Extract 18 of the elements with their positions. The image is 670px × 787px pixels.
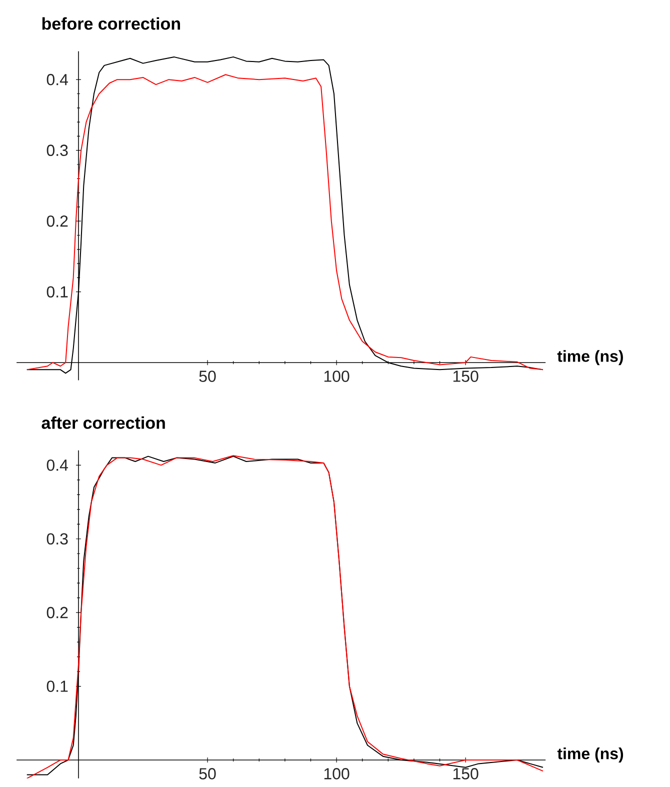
y-tick-label: 0.1 <box>46 286 68 298</box>
x-tick-label: 100 <box>324 370 350 382</box>
y-tick-label: 0.2 <box>46 215 68 227</box>
y-tick-label: 0.4 <box>46 460 68 471</box>
chart-title: after correction <box>42 416 165 429</box>
x-tick-label: 50 <box>199 768 216 780</box>
x-tick-label: 50 <box>199 370 216 382</box>
x-tick-label: 150 <box>453 370 478 382</box>
y-tick-label: 0.1 <box>46 680 68 692</box>
x-tick-label: 100 <box>324 768 350 780</box>
chart-title: before correction <box>42 17 180 30</box>
y-tick-label: 0.3 <box>46 533 68 545</box>
x-axis-title: time (ns) <box>557 350 623 366</box>
x-tick-label: 150 <box>453 768 478 780</box>
y-tick-label: 0.4 <box>46 74 68 86</box>
x-axis-title: time (ns) <box>557 748 624 762</box>
y-tick-label: 0.2 <box>46 606 68 618</box>
y-tick-label: 0.3 <box>46 144 68 156</box>
